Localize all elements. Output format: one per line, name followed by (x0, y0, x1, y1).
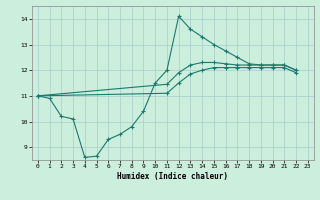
X-axis label: Humidex (Indice chaleur): Humidex (Indice chaleur) (117, 172, 228, 181)
